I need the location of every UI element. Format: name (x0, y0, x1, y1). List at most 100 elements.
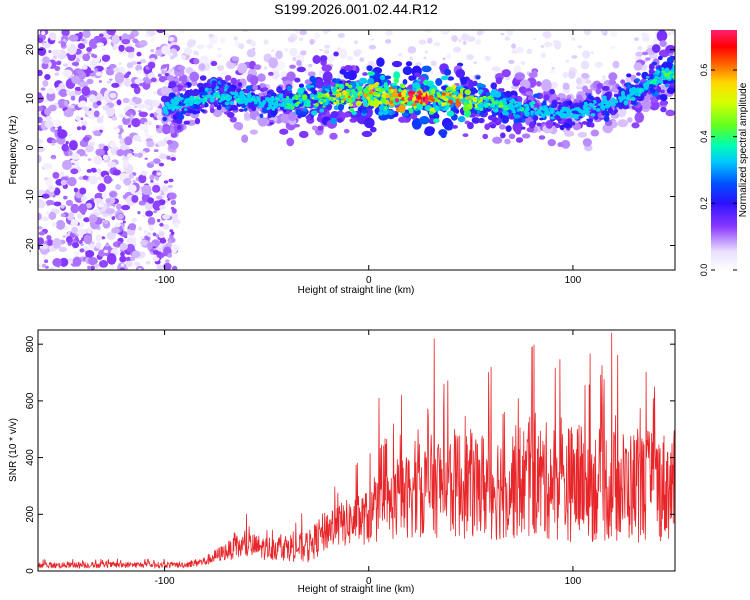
heatmap-cell (363, 117, 375, 129)
heatmap-cell (53, 201, 62, 207)
heatmap-cell (204, 87, 209, 92)
heatmap-cell (207, 94, 212, 98)
heatmap-cell (443, 68, 452, 76)
heatmap-cell (139, 82, 144, 87)
heatmap-cell (192, 88, 200, 97)
heatmap-cell (62, 69, 73, 78)
heatmap-cell (462, 133, 469, 138)
heatmap-cell (44, 259, 49, 264)
heatmap-cell (518, 86, 527, 94)
heatmap-cell (539, 106, 543, 109)
heatmap-cell (118, 132, 122, 135)
heatmap-cell (516, 108, 520, 112)
heatmap-cell (398, 116, 407, 123)
heatmap-cell (407, 46, 417, 54)
heatmap-cell (246, 49, 256, 58)
heatmap-cell (178, 106, 183, 110)
heatmap-cell (116, 203, 122, 210)
heatmap-cell (515, 137, 524, 143)
colorbar-tick-label: 0.0 (699, 264, 709, 277)
heatmap-cell (164, 110, 169, 116)
heatmap-cell (650, 21, 656, 25)
heatmap-cell (198, 79, 203, 83)
heatmap-cell (243, 97, 250, 104)
heatmap-cell (58, 83, 64, 89)
heatmap-cell (475, 75, 481, 80)
heatmap-cell (127, 184, 137, 193)
heatmap-cell (211, 80, 217, 85)
heatmap-cell (243, 107, 248, 112)
heatmap-cell (208, 33, 214, 38)
heatmap-cell (243, 19, 252, 26)
heatmap-cell (295, 108, 302, 116)
heatmap-cell (296, 59, 302, 67)
heatmap-cell (170, 156, 176, 161)
heatmap-cell (71, 75, 81, 84)
heatmap-cell (86, 168, 92, 173)
heatmap-cell (229, 101, 235, 106)
heatmap-cell (193, 58, 200, 65)
heatmap-cell (144, 79, 153, 84)
heatmap-cell (631, 122, 640, 129)
heatmap-cell (139, 58, 147, 64)
heatmap-cell (361, 109, 368, 114)
heatmap-cell (615, 104, 620, 108)
heatmap-cell (126, 153, 133, 159)
heatmap-cell (150, 77, 157, 83)
heatmap-cell (315, 78, 324, 89)
heatmap-cell (38, 69, 43, 77)
heatmap-cell (196, 101, 200, 105)
heatmap-cell (103, 100, 108, 105)
heatmap-cell (186, 119, 196, 126)
heatmap-cell (324, 101, 329, 106)
heatmap-cell (446, 110, 455, 117)
heatmap-cell (355, 49, 362, 54)
heatmap-cell (491, 66, 501, 72)
heatmap-cell (307, 101, 311, 104)
heatmap-cell (62, 63, 68, 67)
heatmap-cell (155, 124, 160, 129)
heatmap-cell (162, 116, 168, 122)
heatmap-cell (654, 75, 659, 80)
heatmap-cell (509, 113, 515, 120)
heatmap-cell (170, 245, 178, 254)
heatmap-cell (130, 82, 139, 89)
heatmap-cell (500, 132, 506, 139)
heatmap-cell (672, 68, 675, 72)
heatmap-cell (343, 128, 350, 134)
heatmap-cell (571, 55, 578, 59)
heatmap-cell (564, 130, 575, 137)
heatmap-cell (195, 95, 200, 100)
heatmap-cell (38, 231, 46, 236)
heatmap-cell (116, 99, 122, 106)
spectrogram-frame (37, 29, 676, 271)
heatmap-cell (287, 85, 292, 91)
heatmap-cell (460, 101, 464, 104)
heatmap-cell (483, 102, 489, 108)
heatmap-cell (314, 102, 319, 107)
heatmap-cell (169, 229, 174, 233)
heatmap-cell (125, 243, 135, 253)
heatmap-cell (159, 222, 164, 227)
heatmap-cell (243, 111, 250, 119)
heatmap-cell (173, 96, 177, 100)
heatmap-cell (70, 153, 81, 160)
heatmap-cell (286, 95, 290, 100)
heatmap-cell (665, 83, 669, 88)
heatmap-cell (415, 61, 422, 67)
heatmap-cell (645, 76, 650, 79)
heatmap-cell (588, 95, 594, 100)
heatmap-cell (150, 48, 155, 53)
heatmap-cell (441, 75, 449, 81)
heatmap-cell (87, 158, 92, 161)
heatmap-cell (269, 100, 274, 104)
heatmap-cell (428, 111, 435, 115)
heatmap-cell (42, 56, 50, 65)
heatmap-cell (96, 168, 102, 174)
heatmap-cell (48, 49, 52, 54)
heatmap-cell (532, 115, 539, 122)
heatmap-cell (95, 71, 103, 77)
heatmap-cell (76, 126, 82, 131)
heatmap-cell (125, 260, 133, 268)
heatmap-cell (173, 77, 180, 82)
